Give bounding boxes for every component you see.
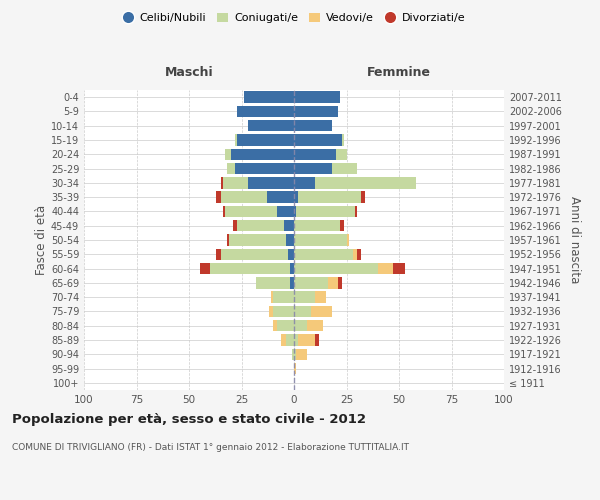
Bar [353, 248, 357, 260]
Bar [296, 206, 355, 217]
Bar [238, 220, 284, 232]
Bar [315, 292, 325, 303]
Bar [307, 320, 323, 332]
Bar [357, 248, 361, 260]
Bar [294, 363, 296, 374]
Bar [294, 248, 353, 260]
Bar [223, 206, 224, 217]
Bar [294, 206, 296, 217]
Text: Maschi: Maschi [164, 66, 214, 78]
Bar [340, 220, 344, 232]
Bar [269, 306, 273, 317]
Bar [217, 248, 221, 260]
Bar [294, 106, 338, 117]
Bar [336, 148, 347, 160]
Bar [347, 234, 349, 246]
Bar [277, 206, 294, 217]
Bar [271, 292, 273, 303]
Bar [311, 306, 332, 317]
Bar [292, 348, 294, 360]
Bar [294, 292, 315, 303]
Bar [332, 163, 357, 174]
Bar [342, 134, 344, 145]
Bar [221, 177, 223, 188]
Bar [229, 234, 286, 246]
Bar [294, 234, 347, 246]
Legend: Celibi/Nubili, Coniugati/e, Vedovi/e, Divorziati/e: Celibi/Nubili, Coniugati/e, Vedovi/e, Di… [118, 8, 470, 28]
Bar [294, 277, 328, 288]
Bar [248, 177, 294, 188]
Bar [248, 120, 294, 132]
Bar [288, 248, 294, 260]
Bar [233, 220, 238, 232]
Bar [238, 134, 294, 145]
Bar [286, 234, 294, 246]
Bar [224, 148, 231, 160]
Bar [294, 334, 298, 345]
Bar [378, 263, 392, 274]
Bar [273, 292, 294, 303]
Bar [294, 220, 340, 232]
Bar [235, 134, 238, 145]
Bar [284, 220, 294, 232]
Bar [227, 163, 235, 174]
Text: Femmine: Femmine [367, 66, 431, 78]
Bar [328, 277, 338, 288]
Bar [294, 348, 296, 360]
Bar [235, 163, 294, 174]
Bar [290, 263, 294, 274]
Bar [294, 192, 298, 203]
Bar [286, 334, 294, 345]
Y-axis label: Anni di nascita: Anni di nascita [568, 196, 581, 284]
Bar [224, 206, 277, 217]
Bar [199, 263, 210, 274]
Bar [338, 277, 342, 288]
Bar [210, 263, 290, 274]
Bar [294, 263, 378, 274]
Bar [294, 320, 307, 332]
Bar [315, 334, 319, 345]
Bar [221, 192, 266, 203]
Bar [294, 148, 336, 160]
Bar [217, 192, 221, 203]
Bar [281, 334, 286, 345]
Bar [294, 120, 332, 132]
Bar [238, 106, 294, 117]
Bar [221, 248, 288, 260]
Y-axis label: Fasce di età: Fasce di età [35, 205, 48, 275]
Bar [273, 320, 277, 332]
Bar [266, 192, 294, 203]
Bar [392, 263, 406, 274]
Bar [298, 334, 315, 345]
Bar [256, 277, 290, 288]
Bar [294, 177, 315, 188]
Bar [355, 206, 357, 217]
Bar [315, 177, 416, 188]
Bar [294, 306, 311, 317]
Bar [294, 92, 340, 103]
Bar [361, 192, 365, 203]
Bar [227, 234, 229, 246]
Text: COMUNE DI TRIVIGLIANO (FR) - Dati ISTAT 1° gennaio 2012 - Elaborazione TUTTITALI: COMUNE DI TRIVIGLIANO (FR) - Dati ISTAT … [12, 442, 409, 452]
Bar [294, 134, 342, 145]
Bar [223, 177, 248, 188]
Text: Popolazione per età, sesso e stato civile - 2012: Popolazione per età, sesso e stato civil… [12, 412, 366, 426]
Bar [244, 92, 294, 103]
Bar [296, 348, 307, 360]
Bar [273, 306, 294, 317]
Bar [298, 192, 361, 203]
Bar [290, 277, 294, 288]
Bar [294, 163, 332, 174]
Bar [277, 320, 294, 332]
Bar [231, 148, 294, 160]
